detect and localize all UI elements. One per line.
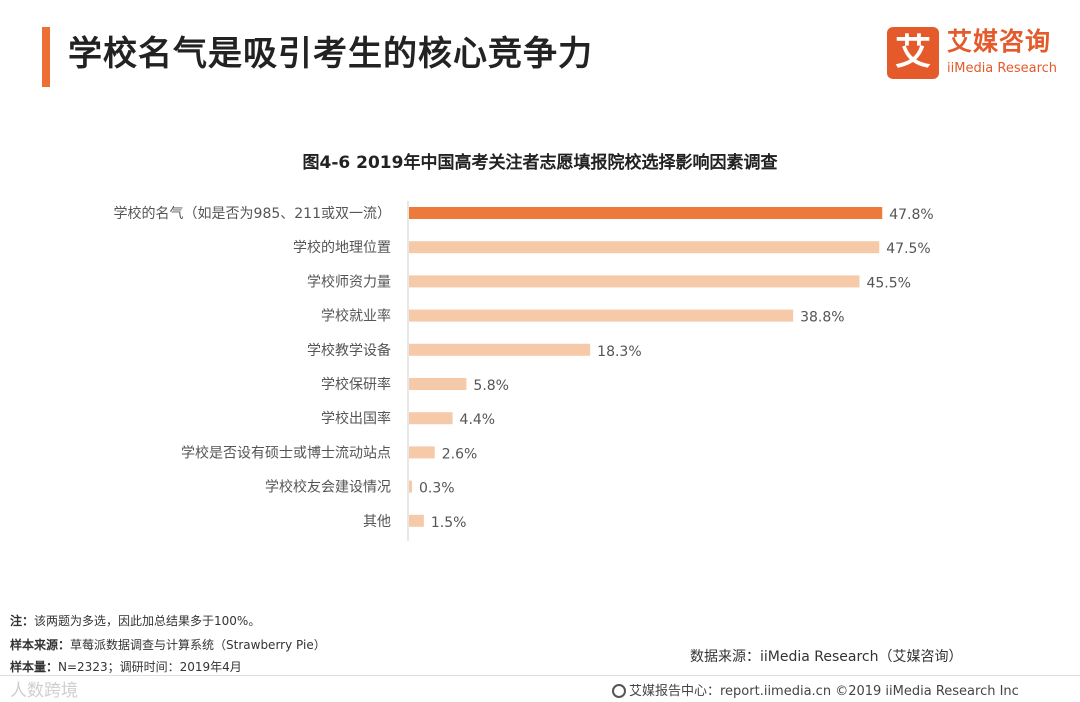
value-label: 45.5% (866, 275, 910, 291)
value-label: 2.6% (442, 446, 478, 462)
page-title: 学校名气是吸引考生的核心竞争力 (68, 34, 593, 74)
footnote-sample-source-key: 样本来源： (10, 638, 71, 652)
logo-name-en: iiMedia Research (947, 61, 1058, 76)
footnote-sample-size-key: 样本量： (10, 660, 59, 674)
brand-logo: 艾 艾媒咨询 iiMedia Research (887, 27, 1067, 81)
value-label: 1.5% (431, 515, 467, 531)
value-label: 4.4% (460, 412, 496, 428)
logo-name-cn: 艾媒咨询 (947, 27, 1052, 56)
value-label: 38.8% (800, 310, 844, 326)
bar (409, 309, 794, 322)
data-source: 数据来源：iiMedia Research（艾媒咨询） (690, 649, 963, 665)
category-label: 学校师资力量 (307, 273, 391, 290)
title-accent-bar (42, 27, 50, 87)
category-label: 学校是否设有硕士或博士流动站点 (181, 444, 391, 461)
footnote-note-key: 注： (10, 614, 35, 628)
footnote-sample-source: 样本来源：草莓派数据调查与计算系统（Strawberry Pie） (10, 637, 326, 653)
bar (409, 446, 435, 459)
bar (409, 378, 467, 390)
bar (409, 343, 591, 356)
bar (409, 480, 412, 493)
value-label: 5.8% (473, 378, 509, 394)
footnote-sample-size-text: N=2323；调研时间：2019年4月 (58, 660, 242, 674)
category-label: 学校的地理位置 (293, 239, 391, 256)
logo-mark-icon: 艾 (887, 27, 939, 79)
chart-title: 图4-6 2019年中国高考关注者志愿填报院校选择影响因素调查 (302, 153, 778, 173)
footer: 艾媒报告中心：report.iimedia.cn ©2019 iiMedia R… (612, 680, 1019, 699)
footnote-note: 注：该两题为多选，因此加总结果多于100%。 (10, 613, 260, 629)
footer-text: 艾媒报告中心：report.iimedia.cn ©2019 iiMedia R… (629, 684, 1019, 699)
footnote-sample-source-text: 草莓派数据调查与计算系统（Strawberry Pie） (70, 638, 326, 652)
bar (409, 275, 860, 288)
footer-divider (0, 675, 1080, 676)
globe-icon (612, 684, 626, 698)
value-label: 18.3% (597, 344, 641, 360)
bar (409, 412, 453, 425)
category-label: 其他 (363, 514, 391, 530)
category-label: 学校教学设备 (307, 342, 391, 359)
bar (409, 241, 880, 254)
category-label: 学校的名气（如是否为985、211或双一流） (114, 205, 391, 222)
watermark: 人数跨境 (10, 681, 78, 701)
value-label: 47.8% (889, 207, 933, 223)
category-label: 学校就业率 (321, 308, 391, 325)
value-label: 0.3% (419, 481, 455, 497)
footnote-note-text: 该两题为多选，因此加总结果多于100%。 (34, 614, 261, 628)
category-label: 学校出国率 (321, 410, 391, 427)
category-label: 学校校友会建设情况 (265, 479, 391, 496)
category-label: 学校保研率 (321, 376, 391, 393)
footnote-sample-size: 样本量：N=2323；调研时间：2019年4月 (10, 659, 242, 675)
value-label: 47.5% (886, 241, 930, 257)
bar (409, 514, 424, 527)
bar (409, 207, 883, 219)
